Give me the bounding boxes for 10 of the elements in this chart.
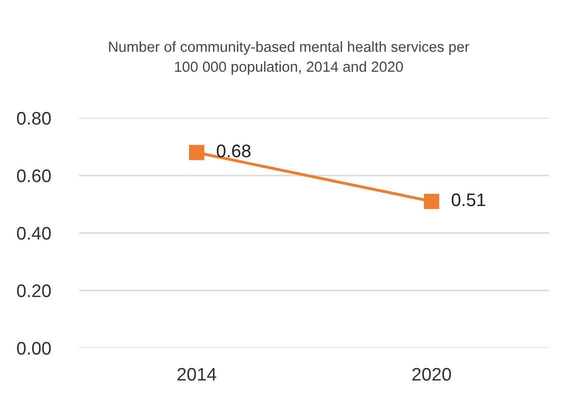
- x-tick-label: 2020: [412, 368, 451, 381]
- x-tick-label: 2014: [178, 368, 216, 381]
- data-label: 0.68: [216, 144, 250, 158]
- chart-title: Number of community-based mental health services per 100 000 population, 2014 and 2020: [109, 41, 470, 75]
- y-tick-label: 0.00: [17, 342, 51, 355]
- y-tick-label: 0.20: [17, 284, 51, 298]
- data-label: 0.51: [452, 193, 486, 206]
- y-tick-label: 0.40: [17, 226, 51, 240]
- y-tick-label: 0.60: [17, 169, 51, 182]
- y-tick-label: 0.80: [17, 112, 51, 125]
